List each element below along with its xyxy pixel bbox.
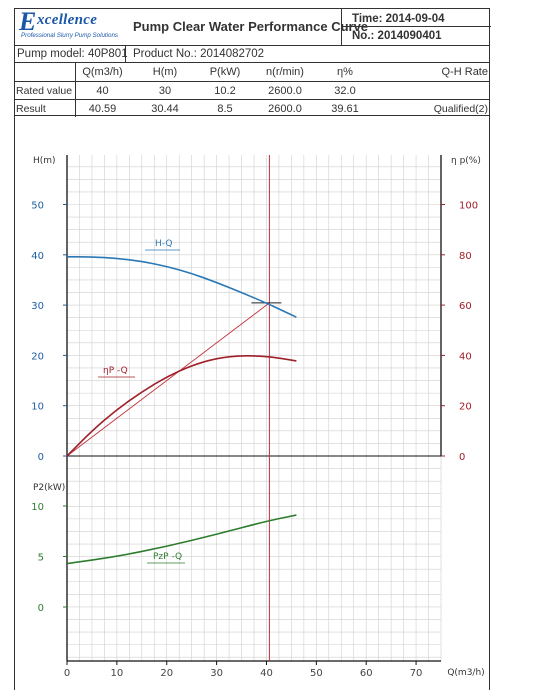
h-tick-label: 50	[31, 201, 44, 212]
company-logo: E xcellence Professional Slurry Pump Sol…	[19, 7, 127, 41]
page-title: Pump Clear Water Performance Curve	[133, 19, 369, 34]
table-cell: 40.59	[88, 102, 117, 115]
p-tick-label: 5	[38, 553, 44, 564]
col-header: Q(m3/h)	[82, 66, 123, 78]
series-label: H-Q	[155, 239, 172, 249]
h-tick-label: 20	[31, 351, 44, 362]
x-axis-label: Q(m3/h)	[447, 668, 484, 678]
table-cell: 40	[96, 84, 109, 97]
x-tick-label: 30	[210, 668, 223, 679]
table-cell: 30	[158, 84, 172, 97]
system-line	[66, 302, 270, 457]
x-tick-label: 60	[360, 668, 373, 679]
divider	[75, 82, 76, 99]
eff-tick-label: 80	[459, 251, 472, 262]
table-cell: Qualified(2)	[433, 102, 488, 115]
h-tick-label: 30	[31, 301, 44, 312]
col-header: n(r/min)	[266, 66, 304, 78]
table-cell: 39.61	[331, 102, 359, 115]
h-tick-label: 40	[31, 251, 44, 262]
table-cell: 2600.0	[268, 84, 302, 97]
x-tick-label: 10	[110, 668, 123, 679]
series-label: PzP -Q	[153, 552, 182, 562]
col-header: Q-H Rate	[441, 66, 488, 78]
eff-tick-label: 20	[459, 402, 472, 413]
p-tick-label: 10	[31, 502, 44, 513]
pump-model: Pump model: 40P801	[17, 48, 128, 60]
series-label: ηP -Q	[103, 366, 128, 376]
no-label: No.: 2014090401	[352, 30, 442, 42]
eff-axis-label: η p(%)	[451, 156, 481, 166]
table-row: Rated value 40 30 10.2 2600.0 32.0	[15, 81, 489, 99]
logo-tagline: Professional Slurry Pump Solutions	[21, 32, 118, 39]
product-no: Product No.: 2014082702	[133, 48, 265, 60]
eff-tick-label: 100	[459, 201, 478, 212]
p-tick-label: 0	[38, 603, 44, 614]
time-label: Time: 2014-09-04	[352, 13, 445, 25]
logo-brand: xcellence	[37, 12, 98, 28]
table-row: Result 40.59 30.44 8.5 2600.0 39.61 Qual…	[15, 99, 489, 117]
table-cell: 2600.0	[268, 102, 302, 115]
header-table: E xcellence Professional Slurry Pump Sol…	[14, 7, 491, 117]
divider	[75, 63, 76, 81]
table-header-row: Q(m3/h) H(m) P(kW) n(r/min) η% Q-H Rate	[15, 62, 489, 81]
model-row: Pump model: 40P801 Product No.: 20140827…	[15, 45, 489, 62]
table-cell: 8.5	[217, 102, 233, 115]
row-label: Rated value	[16, 84, 73, 97]
row-label: Result	[16, 102, 46, 115]
divider	[341, 26, 491, 27]
table-cell: 10.2	[214, 84, 236, 97]
series-line-2	[66, 354, 297, 457]
logo-e-mark: E	[19, 7, 37, 36]
x-tick-label: 50	[310, 668, 323, 679]
x-tick-label: 40	[260, 668, 273, 679]
divider	[341, 9, 342, 45]
x-tick-label: 70	[410, 668, 423, 679]
h-tick-label: 10	[31, 402, 44, 413]
col-header: η%	[337, 66, 353, 78]
table-cell: 32.0	[334, 84, 356, 97]
eff-tick-label: 0	[459, 452, 465, 463]
series-line-3	[66, 514, 297, 565]
series-line-1	[67, 256, 297, 318]
chart-frame	[14, 116, 490, 690]
p-axis-label: P2(kW)	[33, 483, 65, 493]
eff-tick-label: 40	[459, 351, 472, 362]
col-header: P(kW)	[209, 66, 241, 78]
x-tick-label: 0	[64, 668, 70, 679]
divider	[125, 46, 126, 62]
eff-tick-label: 60	[459, 301, 472, 312]
h-tick-label: 0	[38, 452, 44, 463]
x-tick-label: 20	[160, 668, 173, 679]
table-cell: 30.44	[151, 102, 179, 115]
divider	[75, 100, 76, 117]
h-axis-label: H(m)	[33, 156, 56, 166]
col-header: H(m)	[152, 66, 178, 78]
